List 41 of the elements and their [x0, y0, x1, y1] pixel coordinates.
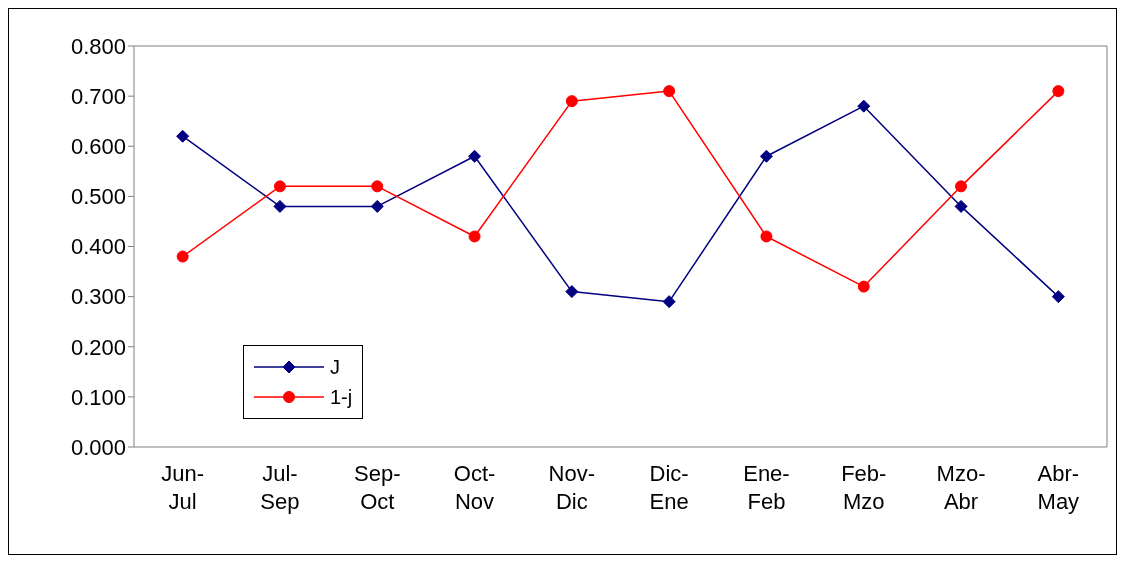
- x-tick-label: Abr-May: [1037, 461, 1080, 514]
- point: [1051, 290, 1065, 304]
- y-tick-label: 0.000: [70, 434, 126, 460]
- y-tick-label: 0.300: [70, 284, 126, 310]
- x-tick-label: Ene-Feb: [743, 461, 790, 514]
- x-tick-label: Nov-Dic: [548, 461, 596, 514]
- y-tick-label: 0.500: [70, 184, 126, 210]
- point: [760, 230, 773, 243]
- point: [468, 230, 481, 243]
- legend-label: J: [330, 355, 340, 379]
- y-tick-label: 0.700: [70, 83, 126, 109]
- point: [565, 95, 578, 108]
- x-tick-label: Oct-Nov: [453, 461, 496, 514]
- y-tick-label: 0.400: [70, 234, 126, 260]
- point: [565, 285, 579, 299]
- y-tick-label: 0.600: [70, 134, 126, 160]
- point: [663, 85, 676, 98]
- x-tick-label: Jun-Jul: [161, 461, 205, 514]
- x-tick-label: Dic-Ene: [649, 461, 689, 514]
- point: [273, 199, 287, 213]
- point: [955, 180, 968, 193]
- point: [662, 295, 676, 309]
- x-tick-label: Sep-Oct: [354, 461, 401, 514]
- legend-label: 1-j: [330, 385, 353, 409]
- point: [176, 129, 190, 143]
- point: [857, 99, 871, 113]
- point: [468, 149, 482, 163]
- point: [176, 250, 189, 263]
- y-tick-label: 0.100: [70, 384, 126, 410]
- point: [273, 180, 286, 193]
- point: [371, 180, 384, 193]
- point: [954, 199, 968, 213]
- x-tick-label: Feb-Mzo: [841, 461, 887, 514]
- x-tick-label: Mzo-Abr: [936, 461, 986, 514]
- point: [370, 199, 384, 213]
- point: [857, 280, 870, 293]
- point: [1052, 85, 1065, 98]
- x-tick-label: Jul-Sep: [260, 461, 300, 514]
- y-tick-label: 0.200: [70, 334, 126, 360]
- y-tick-label: 0.800: [70, 33, 126, 59]
- point: [759, 149, 773, 163]
